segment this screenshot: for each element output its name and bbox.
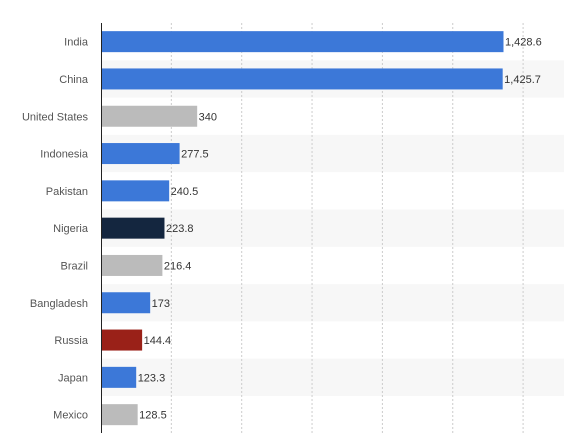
value-label: 1,425.7 <box>504 74 541 86</box>
value-label: 340 <box>199 111 217 123</box>
category-label: Indonesia <box>40 149 89 161</box>
bar[interactable] <box>101 217 165 239</box>
value-label: 223.8 <box>166 223 194 235</box>
bar[interactable] <box>101 329 143 351</box>
bar[interactable] <box>101 254 163 276</box>
bar[interactable] <box>101 366 137 388</box>
category-labels: India China United States Indonesia Pakistan… <box>22 37 89 422</box>
value-label: 1,428.6 <box>505 37 542 49</box>
bar[interactable] <box>101 404 138 426</box>
value-label: 277.5 <box>181 149 209 161</box>
bar[interactable] <box>101 31 504 53</box>
value-label: 216.4 <box>164 260 192 272</box>
row-band <box>101 209 564 247</box>
category-label: India <box>64 37 89 49</box>
bar[interactable] <box>101 105 198 127</box>
category-label: Mexico <box>53 410 88 422</box>
bar[interactable] <box>101 68 503 90</box>
bar[interactable] <box>101 143 180 165</box>
category-label: Bangladesh <box>30 298 88 310</box>
bars <box>101 31 504 426</box>
bar[interactable] <box>101 292 151 314</box>
category-label: United States <box>22 111 89 123</box>
category-label: Russia <box>54 335 89 347</box>
value-label: 128.5 <box>139 410 167 422</box>
category-label: China <box>59 74 89 86</box>
value-labels: 1,428.6 1,425.7 340 277.5 240.5 223.8 216.4 173… <box>138 37 542 422</box>
value-label: 144.4 <box>144 335 172 347</box>
bar[interactable] <box>101 180 170 202</box>
row-bands <box>101 60 564 396</box>
value-label: 240.5 <box>171 186 199 198</box>
row-band <box>101 358 564 396</box>
category-label: Pakistan <box>46 186 88 198</box>
value-label: 173 <box>152 298 170 310</box>
row-band <box>101 284 564 322</box>
category-label: Brazil <box>60 260 88 272</box>
category-label: Japan <box>58 372 88 384</box>
value-label: 123.3 <box>138 372 166 384</box>
gridlines <box>170 23 524 433</box>
category-label: Nigeria <box>53 223 89 235</box>
